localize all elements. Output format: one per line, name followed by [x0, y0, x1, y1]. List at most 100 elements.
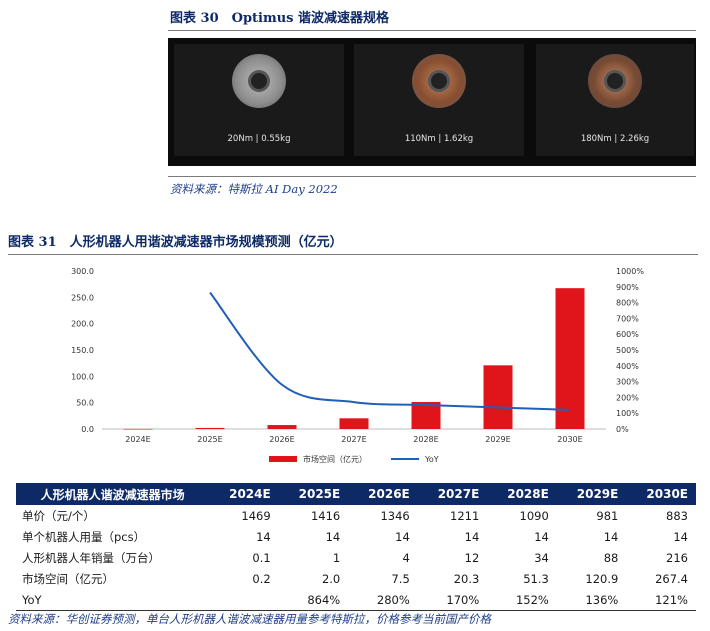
table-cell: 1346 — [380, 508, 410, 523]
reducer-180nm-image — [588, 54, 642, 108]
table-row: 市场空间（亿元） 0.2 2.0 7.5 20.3 51.3 120.9 267.4 — [16, 568, 696, 589]
y-right-tick-label: 0% — [616, 425, 629, 434]
table-cell: 981 — [596, 508, 619, 523]
table-header-cell: 2028E — [487, 483, 557, 505]
bar-market-size — [123, 428, 153, 430]
x-tick-label: 2029E — [485, 435, 510, 444]
row-label: 单价（元/个） — [22, 508, 95, 523]
table-row: 人形机器人年销量（万台） 0.1 1 4 12 34 88 216 — [16, 547, 696, 568]
bar-market-size — [555, 288, 585, 429]
y-right-tick-label: 300% — [616, 378, 639, 387]
table-cell: 14 — [603, 529, 619, 544]
reducer-20nm-image — [232, 54, 286, 108]
table-cell: 216 — [666, 550, 688, 565]
figure31-source: 资料来源：华创证券预测，单台人形机器人谐波减速器用量参考特斯拉，价格参考当前国产… — [8, 612, 491, 626]
y-left-tick-label: 150.0 — [71, 346, 94, 355]
table-header-cell: 2027E — [417, 483, 488, 505]
figure31-rule — [8, 254, 698, 255]
legend-bar-swatch — [269, 456, 297, 462]
row-label: YoY — [16, 589, 210, 611]
table-row: 单价（元/个） 1469 1416 1346 1211 1090 981 883 — [16, 505, 696, 526]
y-right-tick-label: 900% — [616, 283, 639, 292]
product-card-180nm: 180Nm | 2.26kg — [536, 44, 694, 156]
table-cell: 1469 — [241, 508, 271, 523]
table-cell: 1 — [332, 550, 341, 565]
table-header-cell: 2025E — [278, 483, 349, 505]
table-cell: 1416 — [310, 508, 341, 523]
table-cell: 120.9 — [585, 571, 619, 586]
table-cell: 14 — [325, 529, 341, 544]
table-cell: 51.3 — [523, 571, 549, 586]
bar-market-size — [411, 401, 441, 429]
table-cell: 1090 — [519, 508, 549, 523]
market-chart: 0.0 50.0 100.0 150.0 200.0 250.0 300.0 0% 100% 20… — [16, 262, 656, 472]
product-card-20nm: 20Nm | 0.55kg — [174, 44, 344, 156]
table-header-cell: 2024E — [209, 483, 279, 505]
table-cell: 88 — [603, 550, 619, 565]
table-cell: 7.5 — [391, 571, 410, 586]
y-left-tick-label: 200.0 — [71, 320, 94, 329]
product-photo-strip: 20Nm | 0.55kg 110Nm | 1.62kg 180Nm | 2.2… — [168, 38, 696, 166]
table-header-row: 人形机器人谐波减速器市场 2024E 2025E 2026E 2027E 202… — [16, 483, 696, 505]
market-chart-svg: 0.0 50.0 100.0 150.0 200.0 250.0 300.0 0% 100% 20… — [71, 267, 644, 464]
table-cell: 136% — [556, 589, 627, 611]
table-cell: 864% — [278, 589, 349, 611]
product-card-110nm: 110Nm | 1.62kg — [354, 44, 524, 156]
table-row: YoY 864% 280% 170% 152% 136% 121% — [16, 589, 696, 611]
table-header-cell: 2026E — [348, 483, 418, 505]
y-right-tick-label: 100% — [616, 409, 639, 418]
reducer-110nm-image — [412, 54, 466, 108]
y-left-tick-label: 0.0 — [81, 425, 94, 434]
table-cell — [209, 589, 279, 611]
table-cell: 267.4 — [655, 571, 688, 586]
y-left-tick-label: 300.0 — [71, 267, 94, 276]
bar-market-size — [339, 418, 369, 429]
row-label: 单个机器人用量（pcs） — [22, 529, 146, 544]
table-cell: 14 — [256, 529, 271, 544]
y-right-tick-label: 400% — [616, 362, 639, 371]
y-right-tick-label: 700% — [616, 314, 639, 323]
table-cell: 2.0 — [321, 571, 341, 586]
table-cell: 170% — [417, 589, 488, 611]
bar-market-size — [267, 425, 297, 429]
x-tick-label: 2025E — [197, 435, 222, 444]
figure31-title: 图表 31 人形机器人用谐波减速器市场规模预测（亿元） — [8, 235, 343, 250]
table-cell: 883 — [666, 508, 688, 523]
table-cell: 12 — [464, 550, 480, 565]
x-tick-label: 2026E — [269, 435, 294, 444]
table-cell: 34 — [534, 550, 549, 565]
x-tick-label: 2028E — [413, 435, 438, 444]
x-tick-label: 2030E — [557, 435, 582, 444]
y-right-tick-label: 1000% — [616, 267, 644, 276]
legend-bar-label: 市场空间（亿元） — [303, 454, 367, 464]
row-label: 市场空间（亿元） — [22, 571, 114, 586]
y-left-tick-label: 100.0 — [71, 372, 94, 381]
table-row: 单个机器人用量（pcs） 14 14 14 14 14 14 14 — [16, 526, 696, 547]
y-left-tick-label: 250.0 — [71, 293, 94, 302]
y-right-tick-label: 800% — [616, 299, 639, 308]
product-spec: 180Nm | 2.26kg — [580, 134, 650, 144]
product-spec: 110Nm | 1.62kg — [404, 134, 474, 144]
x-tick-label: 2024E — [125, 435, 150, 444]
table-body: 单价（元/个） 1469 1416 1346 1211 1090 981 883 单个机器人用量… — [16, 505, 696, 611]
figure30-title: 图表 30 Optimus 谐波减速器规格 — [170, 11, 390, 26]
row-label: 人形机器人年销量（万台） — [22, 550, 160, 565]
y-right-tick-label: 500% — [616, 346, 639, 355]
table-cell: 152% — [487, 589, 557, 611]
table-cell: 121% — [626, 589, 696, 611]
table-cell: 4 — [402, 550, 410, 565]
y-left-tick-label: 50.0 — [76, 399, 94, 408]
table-cell: 20.3 — [453, 571, 480, 586]
legend-line-label: YoY — [424, 455, 439, 464]
figure30-source: 资料来源：特斯拉 AI Day 2022 — [170, 182, 338, 196]
table-header-cell: 人形机器人谐波减速器市场 — [16, 483, 210, 505]
table-cell: 0.1 — [252, 550, 271, 565]
table-header-cell: 2030E — [626, 483, 696, 505]
table-cell: 1211 — [450, 508, 480, 523]
y-right-tick-label: 200% — [616, 393, 639, 402]
table-cell: 14 — [395, 529, 410, 544]
table-cell: 280% — [348, 589, 418, 611]
table-cell: 14 — [464, 529, 480, 544]
table-cell: 14 — [534, 529, 549, 544]
y-right-tick-label: 600% — [616, 330, 639, 339]
